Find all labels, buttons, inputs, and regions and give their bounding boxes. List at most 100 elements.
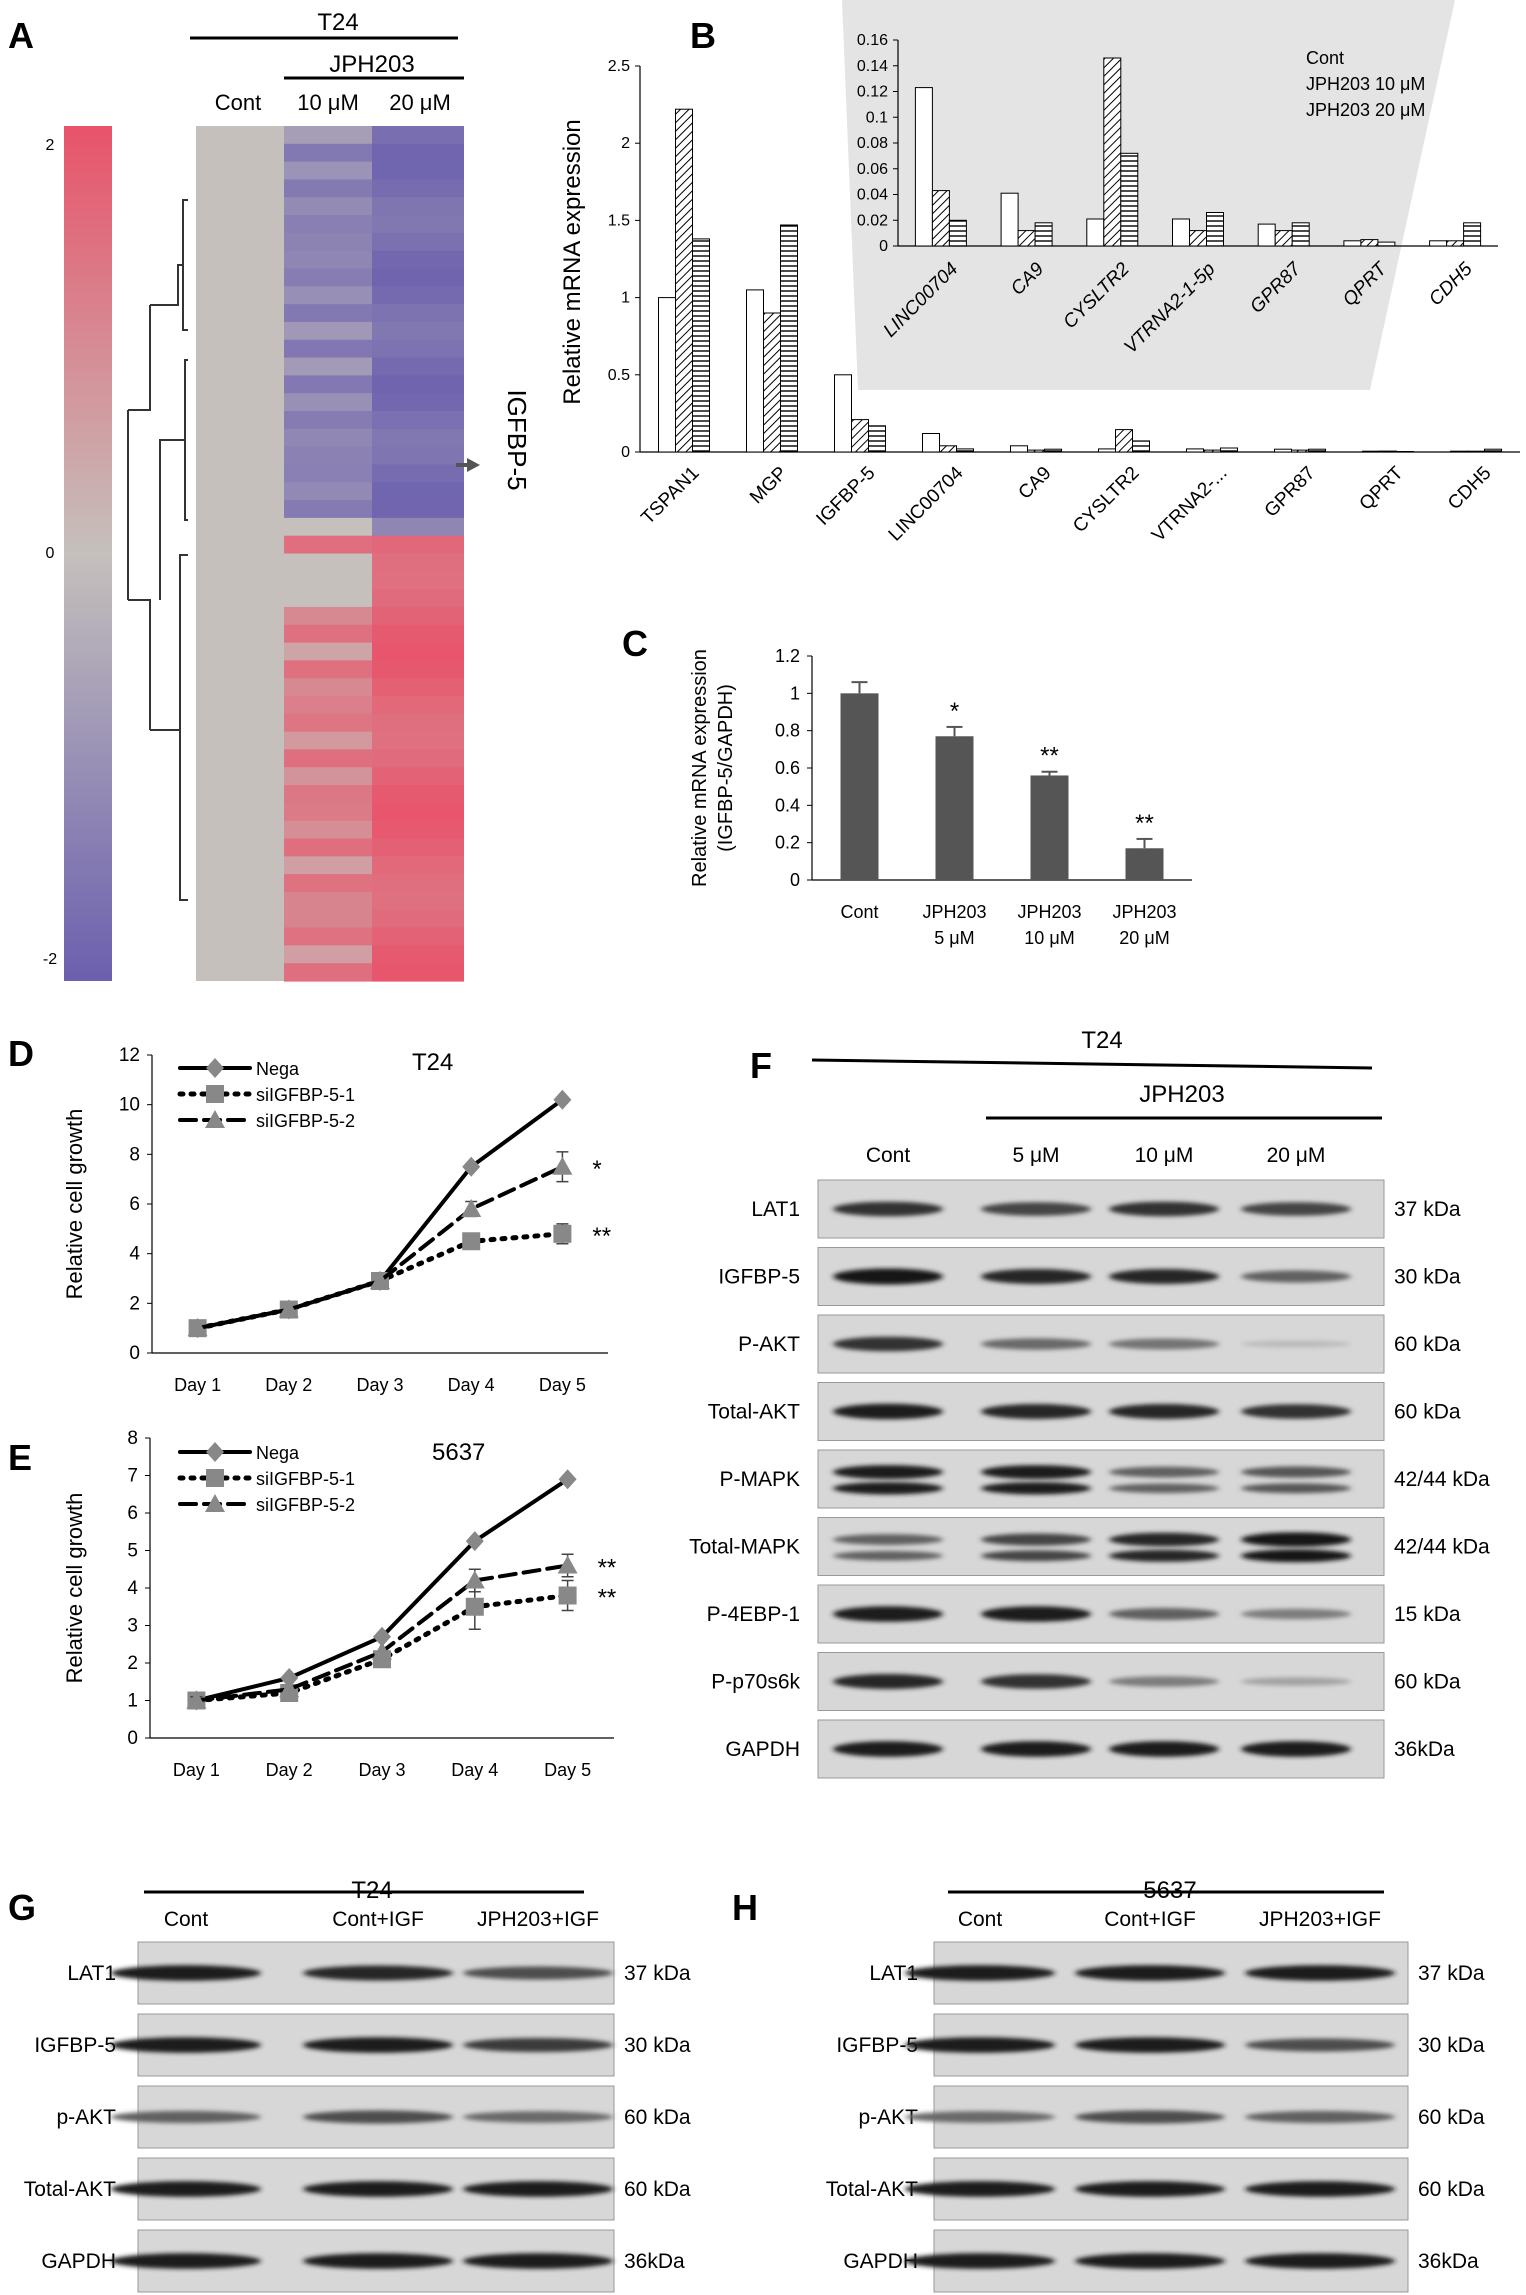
blot-band xyxy=(1109,1466,1219,1478)
bar-jph203-20-μm xyxy=(692,238,710,453)
heatmap-cell xyxy=(284,731,372,751)
heatmap-cell xyxy=(372,232,464,252)
heatmap-cell xyxy=(284,624,372,644)
bar-jph203-20-μm xyxy=(1377,241,1396,247)
blot-band xyxy=(981,1482,1091,1495)
heatmap-cell xyxy=(284,126,372,145)
bar-cont xyxy=(914,87,933,247)
bar-jph203-20-μm xyxy=(1132,440,1150,453)
heatmap-cell xyxy=(284,589,372,608)
data-point xyxy=(553,1089,572,1110)
gene-arrow-icon xyxy=(467,458,480,472)
heatmap-cell xyxy=(372,393,464,412)
blot-band xyxy=(1241,1483,1351,1494)
bar-cont xyxy=(1086,218,1105,247)
bar xyxy=(935,736,974,880)
blot-band xyxy=(1109,1404,1219,1419)
lane-label: JPH203+IGF xyxy=(1259,1908,1381,1931)
x-category-label: Cont xyxy=(840,902,878,922)
bar-jph203-10-μm xyxy=(1360,239,1379,247)
blot-band xyxy=(1109,1676,1219,1687)
x-category-label: IGFBP-5 xyxy=(812,463,879,530)
heatmap-cell xyxy=(284,482,372,501)
heatmap-cell xyxy=(372,945,464,964)
significance-label: * xyxy=(592,1156,601,1183)
blot-band xyxy=(981,1465,1091,1480)
bar-jph203-20-μm xyxy=(1220,447,1238,453)
protein-label: P-p70s6k xyxy=(711,1671,800,1694)
blot-band xyxy=(1241,1466,1351,1478)
heatmap-cell xyxy=(372,482,464,501)
molecular-weight-label: 60 kDa xyxy=(1418,2106,1485,2129)
bar xyxy=(1030,775,1069,880)
blot-cell-line-label: T24 xyxy=(1081,1027,1122,1054)
bar-cont xyxy=(1186,448,1204,453)
molecular-weight-label: 60 kDa xyxy=(1418,2178,1485,2201)
x-category-label: Day 3 xyxy=(358,1760,405,1780)
y-tick-label: 8 xyxy=(127,1428,138,1449)
lane-label: 20 μM xyxy=(1267,1144,1326,1167)
heatmap-cell xyxy=(372,820,464,840)
blot-band xyxy=(1109,1549,1219,1562)
bar-jph203-10-μm xyxy=(1017,230,1036,247)
bar-cont xyxy=(922,433,940,453)
blot-band xyxy=(833,1550,943,1561)
heatmap-col-cont: Cont xyxy=(215,90,261,115)
series-line-siigfbp-5-2 xyxy=(195,1164,565,1331)
heatmap-cell xyxy=(284,820,372,840)
data-point xyxy=(462,1156,481,1177)
y-tick-label: 1 xyxy=(621,290,630,307)
bar-jph203-10-μm xyxy=(1203,449,1221,453)
x-category-label: GPR87 xyxy=(1261,463,1320,522)
chart-c: 0 0.2 0.4 0.6 0.8 1 1.2 Cont * JPH203 5 μM ** JPH203… xyxy=(689,646,1192,948)
blot-band xyxy=(981,1606,1091,1622)
blot-band xyxy=(833,1606,943,1622)
y-axis-label: Relative mRNA expression xyxy=(559,119,586,404)
heatmap-cell xyxy=(284,197,372,216)
bar xyxy=(840,693,879,880)
heatmap-cell xyxy=(372,517,464,537)
molecular-weight-label: 37 kDa xyxy=(1394,1198,1461,1221)
protein-label: P-AKT xyxy=(738,1333,800,1356)
blot-band xyxy=(981,1202,1091,1216)
legend-label: Nega xyxy=(256,1443,300,1463)
lane-label: 5 μM xyxy=(1012,1144,1059,1167)
molecular-weight-label: 60 kDa xyxy=(1394,1401,1461,1424)
heatmap-cell xyxy=(372,197,464,216)
heatmap-cell xyxy=(372,856,464,875)
heatmap-cell xyxy=(284,250,372,270)
blot-band xyxy=(303,1965,453,1981)
y-tick-label: 0.1 xyxy=(866,109,888,126)
bar-cont xyxy=(746,289,764,453)
legend-label: JPH203 20 μM xyxy=(1306,100,1425,120)
heatmap-drug-label: JPH203 xyxy=(329,51,414,78)
cell-line-label: 5637 xyxy=(432,1439,485,1466)
y-tick-label: 1.2 xyxy=(775,646,800,666)
molecular-weight-label: 42/44 kDa xyxy=(1394,1468,1490,1491)
heatmap-cell xyxy=(372,696,464,715)
legend-marker xyxy=(206,1442,224,1462)
heatmap-cell xyxy=(284,785,372,804)
heatmap-cell xyxy=(372,731,464,751)
blot-header-bracket xyxy=(811,1058,1373,1070)
blot-drug-label: JPH203 xyxy=(1139,1081,1224,1108)
legend-marker xyxy=(206,1085,224,1103)
heatmap-cell xyxy=(284,375,372,394)
blot-band xyxy=(1241,1202,1351,1216)
heatmap-cell xyxy=(284,446,372,466)
bar-cont xyxy=(1343,240,1362,247)
y-tick-label: 1 xyxy=(790,683,800,703)
y-tick-label: 2 xyxy=(127,1653,138,1674)
bar-cont xyxy=(834,374,852,453)
heatmap-cell xyxy=(372,464,464,483)
blot-band xyxy=(1075,2181,1225,2197)
blot-band xyxy=(1075,2253,1225,2269)
heatmap-cell xyxy=(284,179,372,198)
y-tick-label: 12 xyxy=(119,1045,140,1066)
y-tick-label: 6 xyxy=(127,1503,138,1524)
x-category-label: MGP xyxy=(746,463,791,508)
blot-band xyxy=(981,1674,1091,1689)
lane-label: 10 μM xyxy=(1135,1144,1194,1167)
